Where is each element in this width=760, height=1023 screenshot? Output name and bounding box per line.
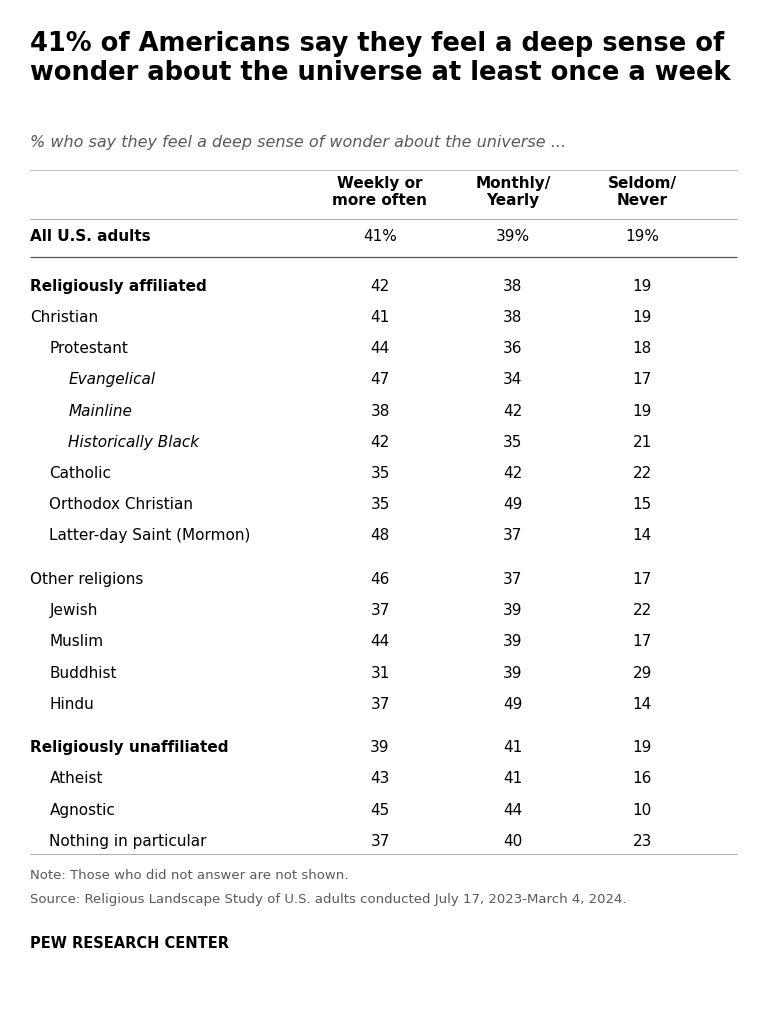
Text: 48: 48 xyxy=(370,529,390,543)
Text: 41: 41 xyxy=(370,310,390,325)
Text: 39: 39 xyxy=(503,604,523,618)
Text: 39%: 39% xyxy=(496,229,530,243)
Text: Catholic: Catholic xyxy=(49,466,112,481)
Text: 38: 38 xyxy=(370,404,390,418)
Text: Hindu: Hindu xyxy=(49,697,94,712)
Text: 35: 35 xyxy=(370,497,390,513)
Text: 42: 42 xyxy=(370,279,390,294)
Text: 37: 37 xyxy=(370,604,390,618)
Text: 22: 22 xyxy=(632,604,652,618)
Text: Atheist: Atheist xyxy=(49,771,103,787)
Text: 42: 42 xyxy=(370,435,390,450)
Text: 17: 17 xyxy=(632,572,652,587)
Text: Christian: Christian xyxy=(30,310,99,325)
Text: Weekly or
more often: Weekly or more often xyxy=(333,176,427,209)
Text: Latter-day Saint (Mormon): Latter-day Saint (Mormon) xyxy=(49,529,251,543)
Text: Agnostic: Agnostic xyxy=(49,803,116,817)
Text: 19: 19 xyxy=(632,741,652,755)
Text: 29: 29 xyxy=(632,666,652,680)
Text: 39: 39 xyxy=(503,634,523,650)
Text: 37: 37 xyxy=(503,529,523,543)
Text: 37: 37 xyxy=(370,697,390,712)
Text: 49: 49 xyxy=(503,697,523,712)
Text: Nothing in particular: Nothing in particular xyxy=(49,834,207,849)
Text: Monthly/
Yearly: Monthly/ Yearly xyxy=(475,176,551,209)
Text: 44: 44 xyxy=(370,342,390,356)
Text: 35: 35 xyxy=(370,466,390,481)
Text: Mainline: Mainline xyxy=(68,404,132,418)
Text: 19: 19 xyxy=(632,404,652,418)
Text: 10: 10 xyxy=(632,803,652,817)
Text: 40: 40 xyxy=(503,834,523,849)
Text: 36: 36 xyxy=(503,342,523,356)
Text: Religiously affiliated: Religiously affiliated xyxy=(30,279,207,294)
Text: 16: 16 xyxy=(632,771,652,787)
Text: PEW RESEARCH CENTER: PEW RESEARCH CENTER xyxy=(30,936,230,951)
Text: Religiously unaffiliated: Religiously unaffiliated xyxy=(30,741,229,755)
Text: 17: 17 xyxy=(632,372,652,388)
Text: 44: 44 xyxy=(370,634,390,650)
Text: 42: 42 xyxy=(503,404,523,418)
Text: 21: 21 xyxy=(632,435,652,450)
Text: Orthodox Christian: Orthodox Christian xyxy=(49,497,193,513)
Text: Source: Religious Landscape Study of U.S. adults conducted July 17, 2023-March 4: Source: Religious Landscape Study of U.S… xyxy=(30,893,627,906)
Text: % who say they feel a deep sense of wonder about the universe ...: % who say they feel a deep sense of wond… xyxy=(30,135,566,150)
Text: 14: 14 xyxy=(632,697,652,712)
Text: 41: 41 xyxy=(503,771,523,787)
Text: 23: 23 xyxy=(632,834,652,849)
Text: 34: 34 xyxy=(503,372,523,388)
Text: 18: 18 xyxy=(632,342,652,356)
Text: Historically Black: Historically Black xyxy=(68,435,200,450)
Text: 37: 37 xyxy=(503,572,523,587)
Text: 49: 49 xyxy=(503,497,523,513)
Text: Evangelical: Evangelical xyxy=(68,372,156,388)
Text: 41: 41 xyxy=(503,741,523,755)
Text: 15: 15 xyxy=(632,497,652,513)
Text: 47: 47 xyxy=(370,372,390,388)
Text: Buddhist: Buddhist xyxy=(49,666,117,680)
Text: 22: 22 xyxy=(632,466,652,481)
Text: 19: 19 xyxy=(632,279,652,294)
Text: 31: 31 xyxy=(370,666,390,680)
Text: 38: 38 xyxy=(503,310,523,325)
Text: 42: 42 xyxy=(503,466,523,481)
Text: 43: 43 xyxy=(370,771,390,787)
Text: 14: 14 xyxy=(632,529,652,543)
Text: 17: 17 xyxy=(632,634,652,650)
Text: 37: 37 xyxy=(370,834,390,849)
Text: 19: 19 xyxy=(632,310,652,325)
Text: 35: 35 xyxy=(503,435,523,450)
Text: 41% of Americans say they feel a deep sense of
wonder about the universe at leas: 41% of Americans say they feel a deep se… xyxy=(30,31,731,86)
Text: Muslim: Muslim xyxy=(49,634,103,650)
Text: 19%: 19% xyxy=(625,229,659,243)
Text: Seldom/
Never: Seldom/ Never xyxy=(608,176,676,209)
Text: 45: 45 xyxy=(370,803,390,817)
Text: Other religions: Other religions xyxy=(30,572,144,587)
Text: 38: 38 xyxy=(503,279,523,294)
Text: 46: 46 xyxy=(370,572,390,587)
Text: 39: 39 xyxy=(503,666,523,680)
Text: Protestant: Protestant xyxy=(49,342,128,356)
Text: 44: 44 xyxy=(503,803,523,817)
Text: Note: Those who did not answer are not shown.: Note: Those who did not answer are not s… xyxy=(30,869,349,882)
Text: 39: 39 xyxy=(370,741,390,755)
Text: Jewish: Jewish xyxy=(49,604,98,618)
Text: All U.S. adults: All U.S. adults xyxy=(30,229,151,243)
Text: 41%: 41% xyxy=(363,229,397,243)
